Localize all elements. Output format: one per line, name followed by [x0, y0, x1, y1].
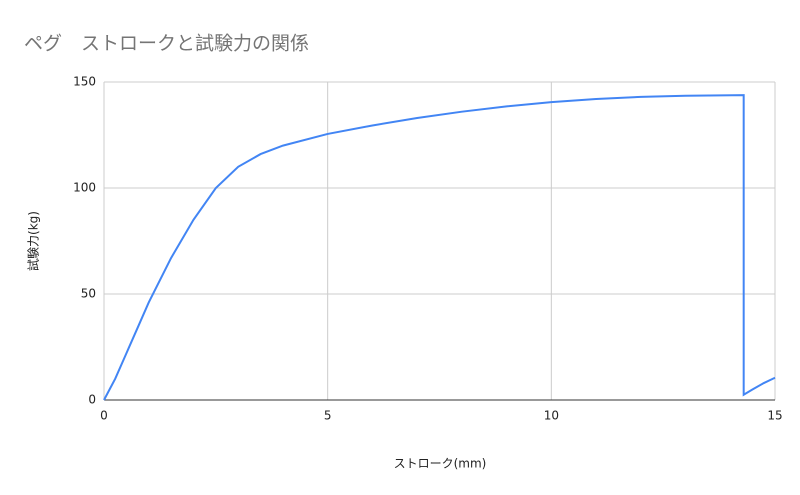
y-tick-label: 50 — [81, 287, 96, 301]
x-tick-label: 0 — [100, 409, 108, 423]
line-series — [103, 94, 776, 401]
x-tick-label: 10 — [544, 409, 559, 423]
y-tick-label: 150 — [73, 75, 96, 89]
y-tick-label: 100 — [73, 181, 96, 195]
x-axis-label: ストローク(mm) — [394, 457, 487, 471]
y-tick-label: 0 — [88, 393, 96, 407]
x-tick-label: 15 — [767, 409, 782, 423]
x-tick-label: 5 — [324, 409, 332, 423]
chart-title: ペグ ストロークと試験力の関係 — [24, 33, 309, 55]
y-axis-label: 試験力(kg) — [26, 211, 41, 271]
